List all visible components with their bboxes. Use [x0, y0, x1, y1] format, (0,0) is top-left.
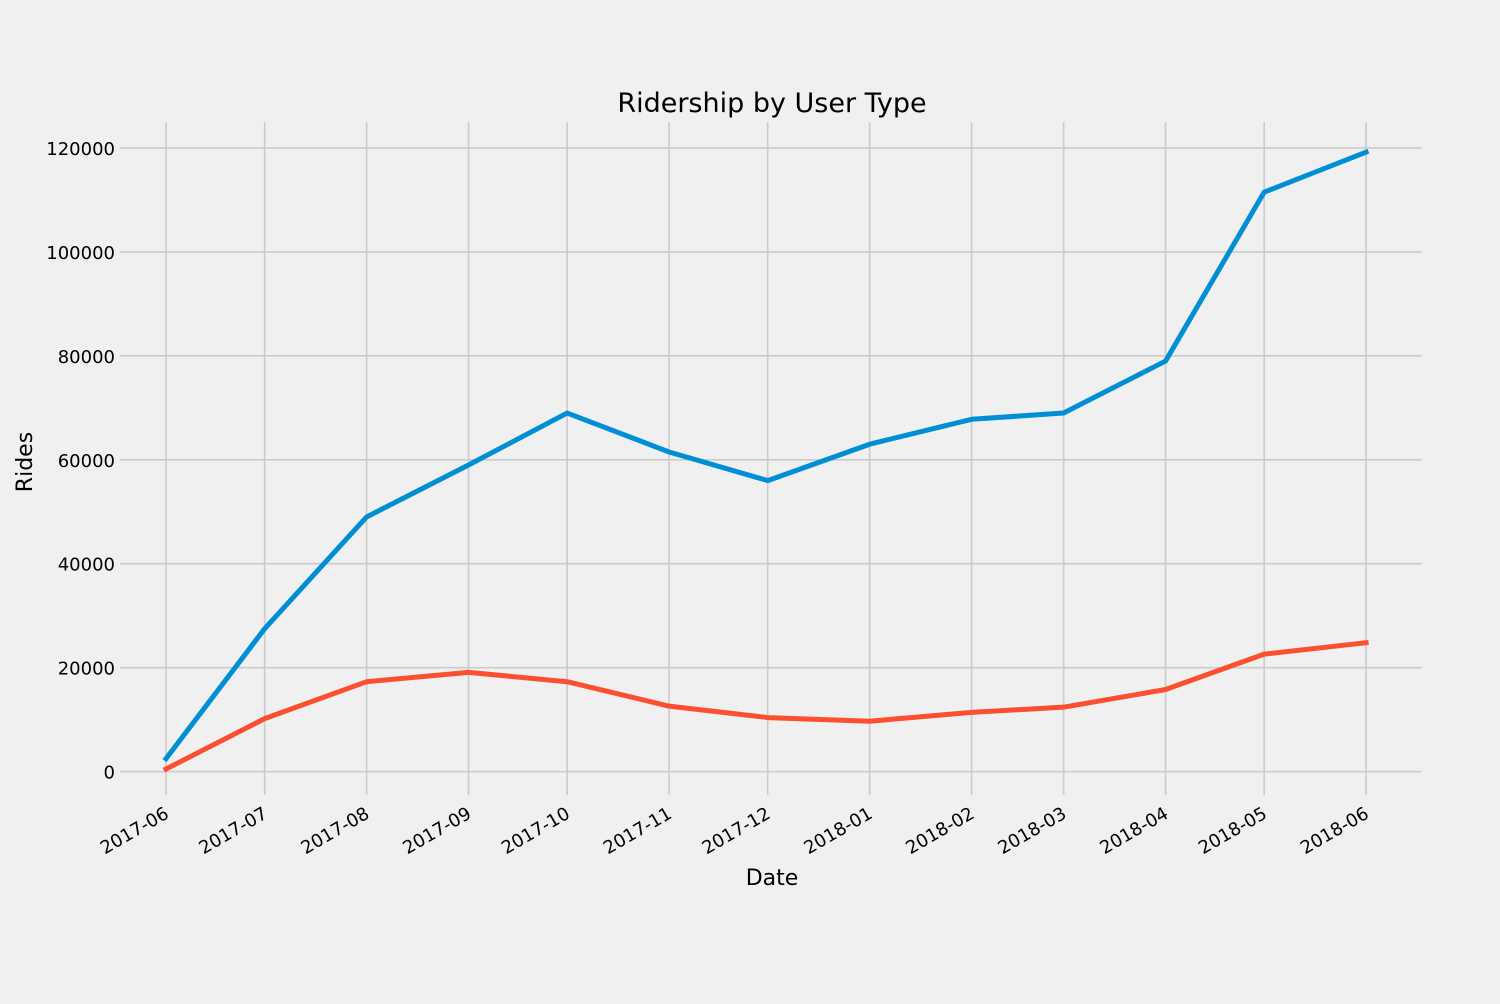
- x-tick-label: 2017-08: [297, 803, 373, 859]
- x-tick-label: 2017-10: [498, 803, 574, 859]
- x-tick-label: 2017-07: [196, 803, 272, 859]
- x-tick-label: 2018-03: [994, 803, 1070, 859]
- y-tick-label: 20000: [58, 659, 115, 680]
- x-axis-label: Date: [746, 866, 799, 891]
- x-tick-label: 2018-06: [1297, 803, 1373, 859]
- y-tick-label: 100000: [46, 243, 115, 264]
- grid: [120, 122, 1422, 795]
- y-axis-label: Rides: [13, 432, 38, 492]
- x-tick-label: 2018-05: [1195, 803, 1271, 859]
- y-tick-label: 80000: [58, 347, 115, 368]
- x-tick-label: 2017-12: [699, 803, 775, 859]
- x-tick-label: 2018-02: [902, 803, 978, 859]
- chart-title: Ridership by User Type: [617, 88, 926, 119]
- x-tick-label: 2018-04: [1096, 803, 1172, 859]
- x-axis-ticks: 2017-06 2017-07 2017-08 2017-09 2017-10 2017-…: [97, 803, 1373, 859]
- y-tick-label: 0: [104, 763, 115, 784]
- x-tick-label: 2017-09: [399, 803, 475, 859]
- series-line-1: [162, 148, 1370, 763]
- y-tick-label: 40000: [58, 555, 115, 576]
- x-tick-label: 2017-11: [600, 803, 676, 859]
- x-tick-label: 2018-01: [800, 803, 876, 859]
- series-line-2: [162, 639, 1369, 773]
- x-tick-label: 2017-06: [97, 803, 173, 859]
- y-tick-label: 120000: [46, 139, 115, 160]
- y-tick-label: 60000: [58, 451, 115, 472]
- y-axis-ticks: 0 20000 40000 60000 80000 100000 120000: [46, 139, 115, 784]
- series-lines: [162, 148, 1370, 773]
